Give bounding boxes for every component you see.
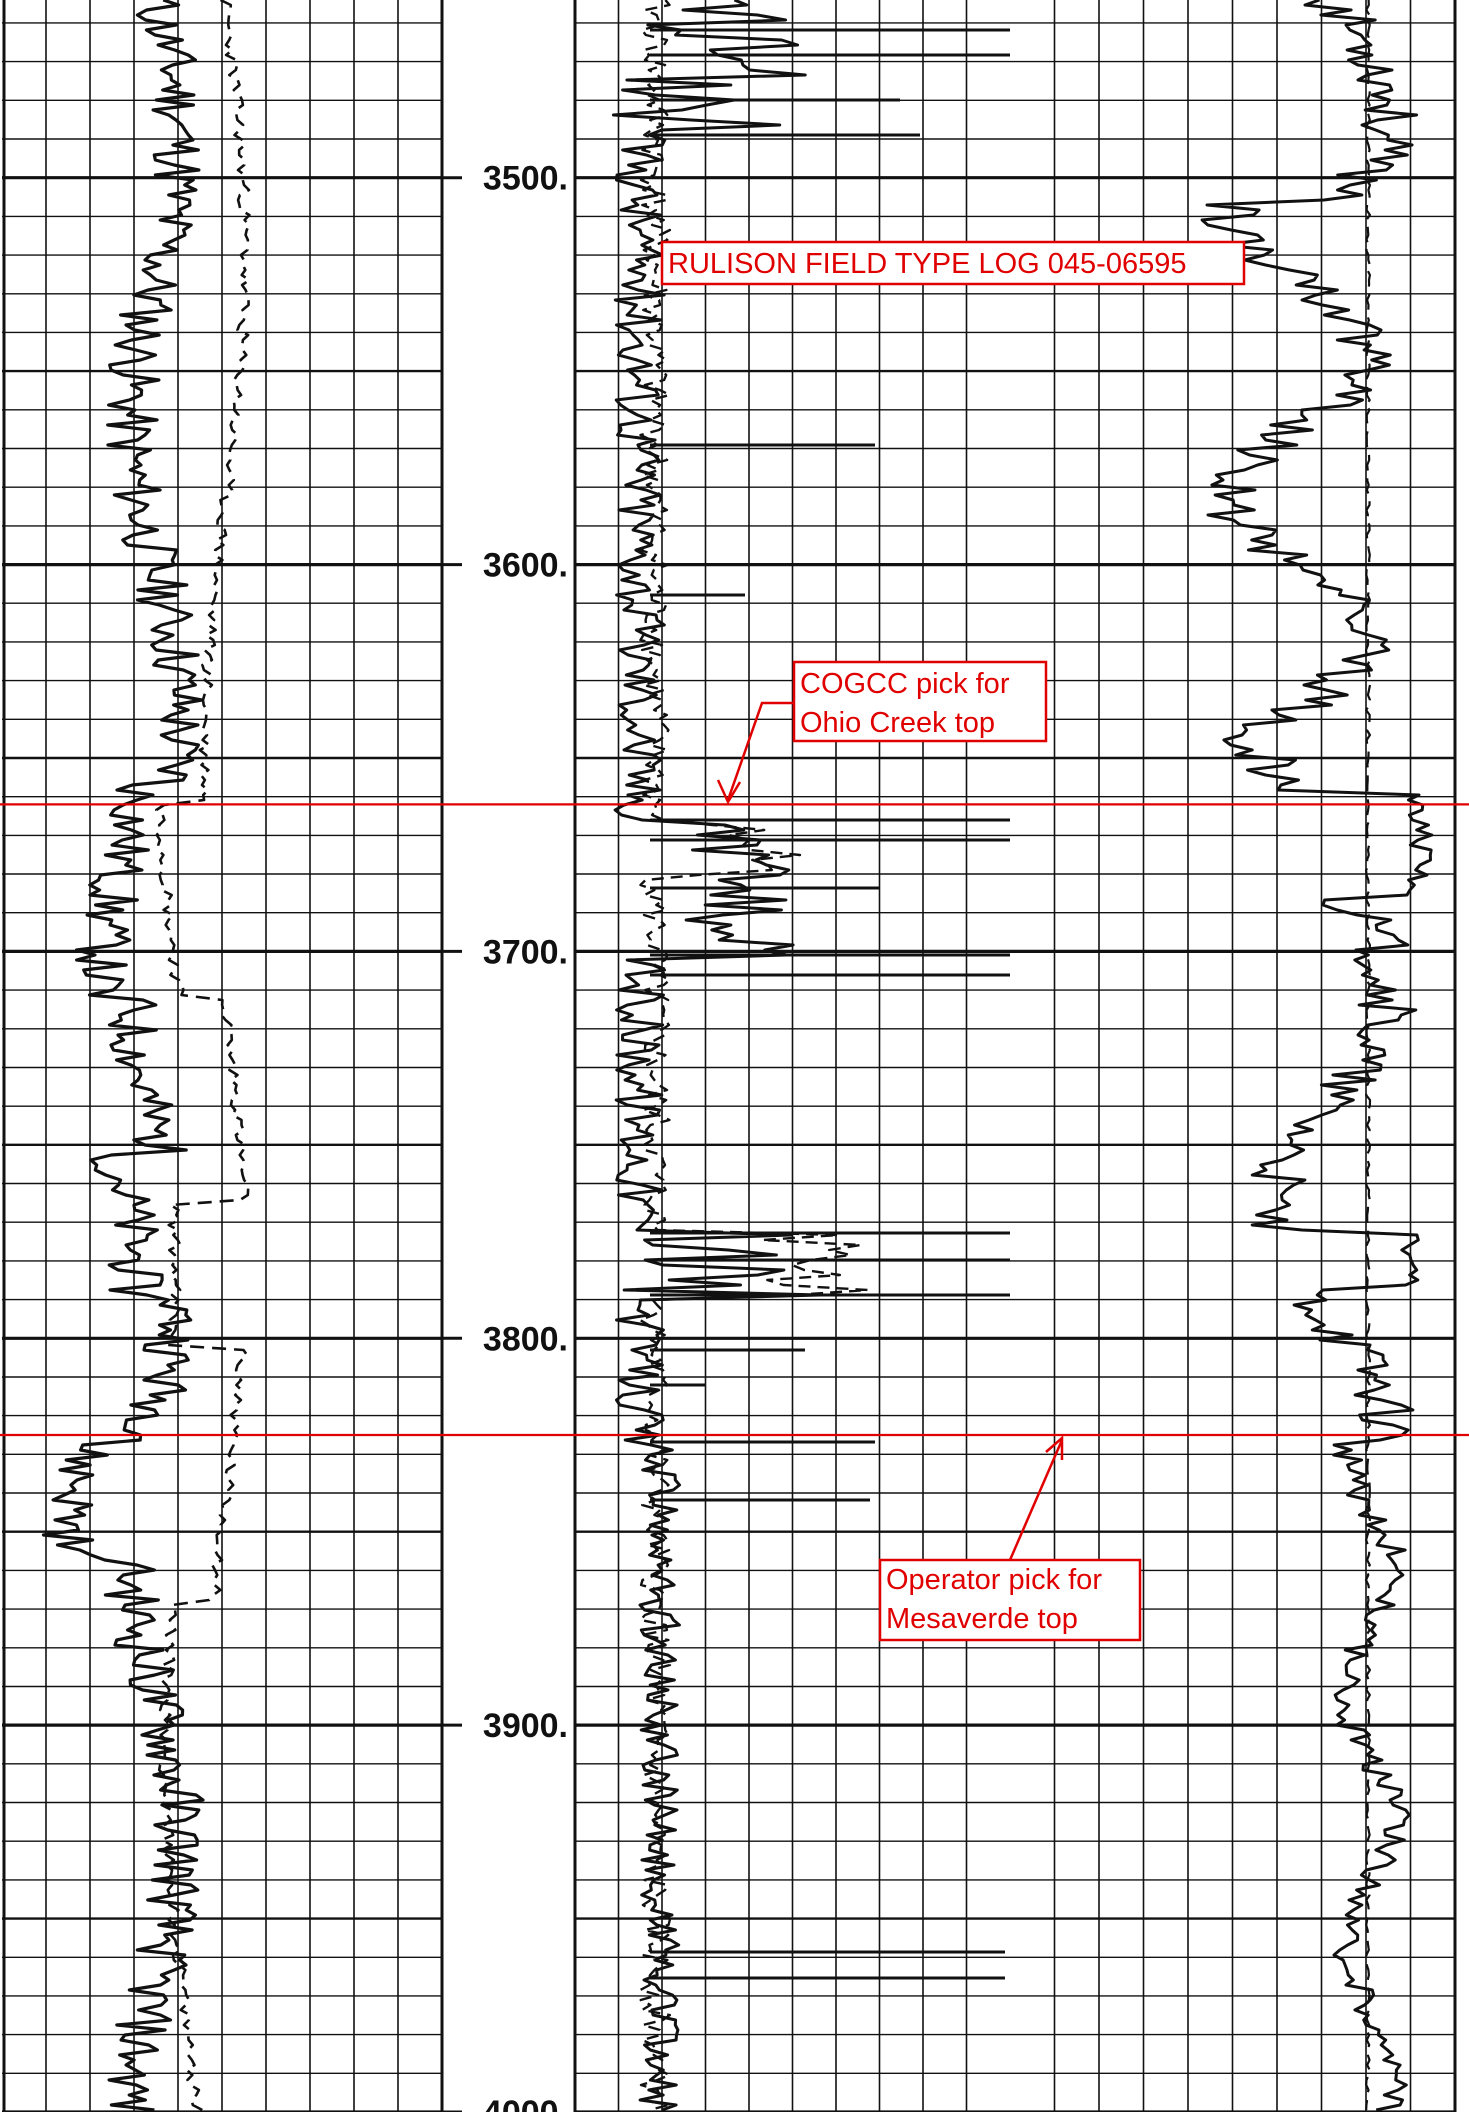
depth-labels: 3500. 3600. 3700. 3800. 3900. 4000.	[483, 160, 568, 2112]
ohio-creek-label-line-2: Ohio Creek top	[800, 707, 995, 739]
track-2-dashed-curve	[638, 0, 869, 2112]
track-1-dashed-curve	[155, 0, 251, 2112]
track-1-solid-curve	[41, 0, 205, 2112]
ohio-creek-arrowhead	[716, 779, 742, 805]
log-title: RULISON FIELD TYPE LOG 045-06595	[668, 248, 1186, 280]
mesaverde-frame	[878, 1558, 1142, 1642]
depth-label-3500: 3500.	[483, 160, 568, 198]
mesaverde-arrowhead	[1045, 1435, 1064, 1460]
track-3-dashed-curve	[1364, 0, 1372, 2111]
ohio-creek-frame	[792, 660, 1048, 743]
mesaverde-label-line-1: Operator pick for	[886, 1564, 1102, 1596]
depth-label-4000: 4000.	[483, 2094, 568, 2112]
formation-tops	[0, 803, 1469, 1437]
title-box: RULISON FIELD TYPE LOG 045-06595	[660, 240, 1246, 286]
mesaverde-label-line-2: Mesaverde top	[886, 1603, 1078, 1635]
depth-label-3700: 3700.	[483, 933, 568, 971]
track-2-solid-curve	[611, 0, 822, 2112]
title-frame	[660, 240, 1246, 286]
depth-label-3600: 3600.	[483, 547, 568, 585]
ohio-creek-pointer-line	[726, 701, 794, 801]
mesaverde-callout: Operator pick for Mesaverde top	[878, 1435, 1142, 1642]
track-3-solid-curve	[1200, 0, 1434, 2112]
ohio-creek-label-line-1: COGCC pick for	[800, 668, 1010, 700]
log-curves	[41, 0, 1434, 2112]
ohio-creek-callout: COGCC pick for Ohio Creek top	[716, 660, 1048, 805]
mesaverde-pointer-line	[1008, 1439, 1064, 1561]
depth-label-3800: 3800.	[483, 1320, 568, 1358]
depth-label-3900: 3900.	[483, 1707, 568, 1745]
